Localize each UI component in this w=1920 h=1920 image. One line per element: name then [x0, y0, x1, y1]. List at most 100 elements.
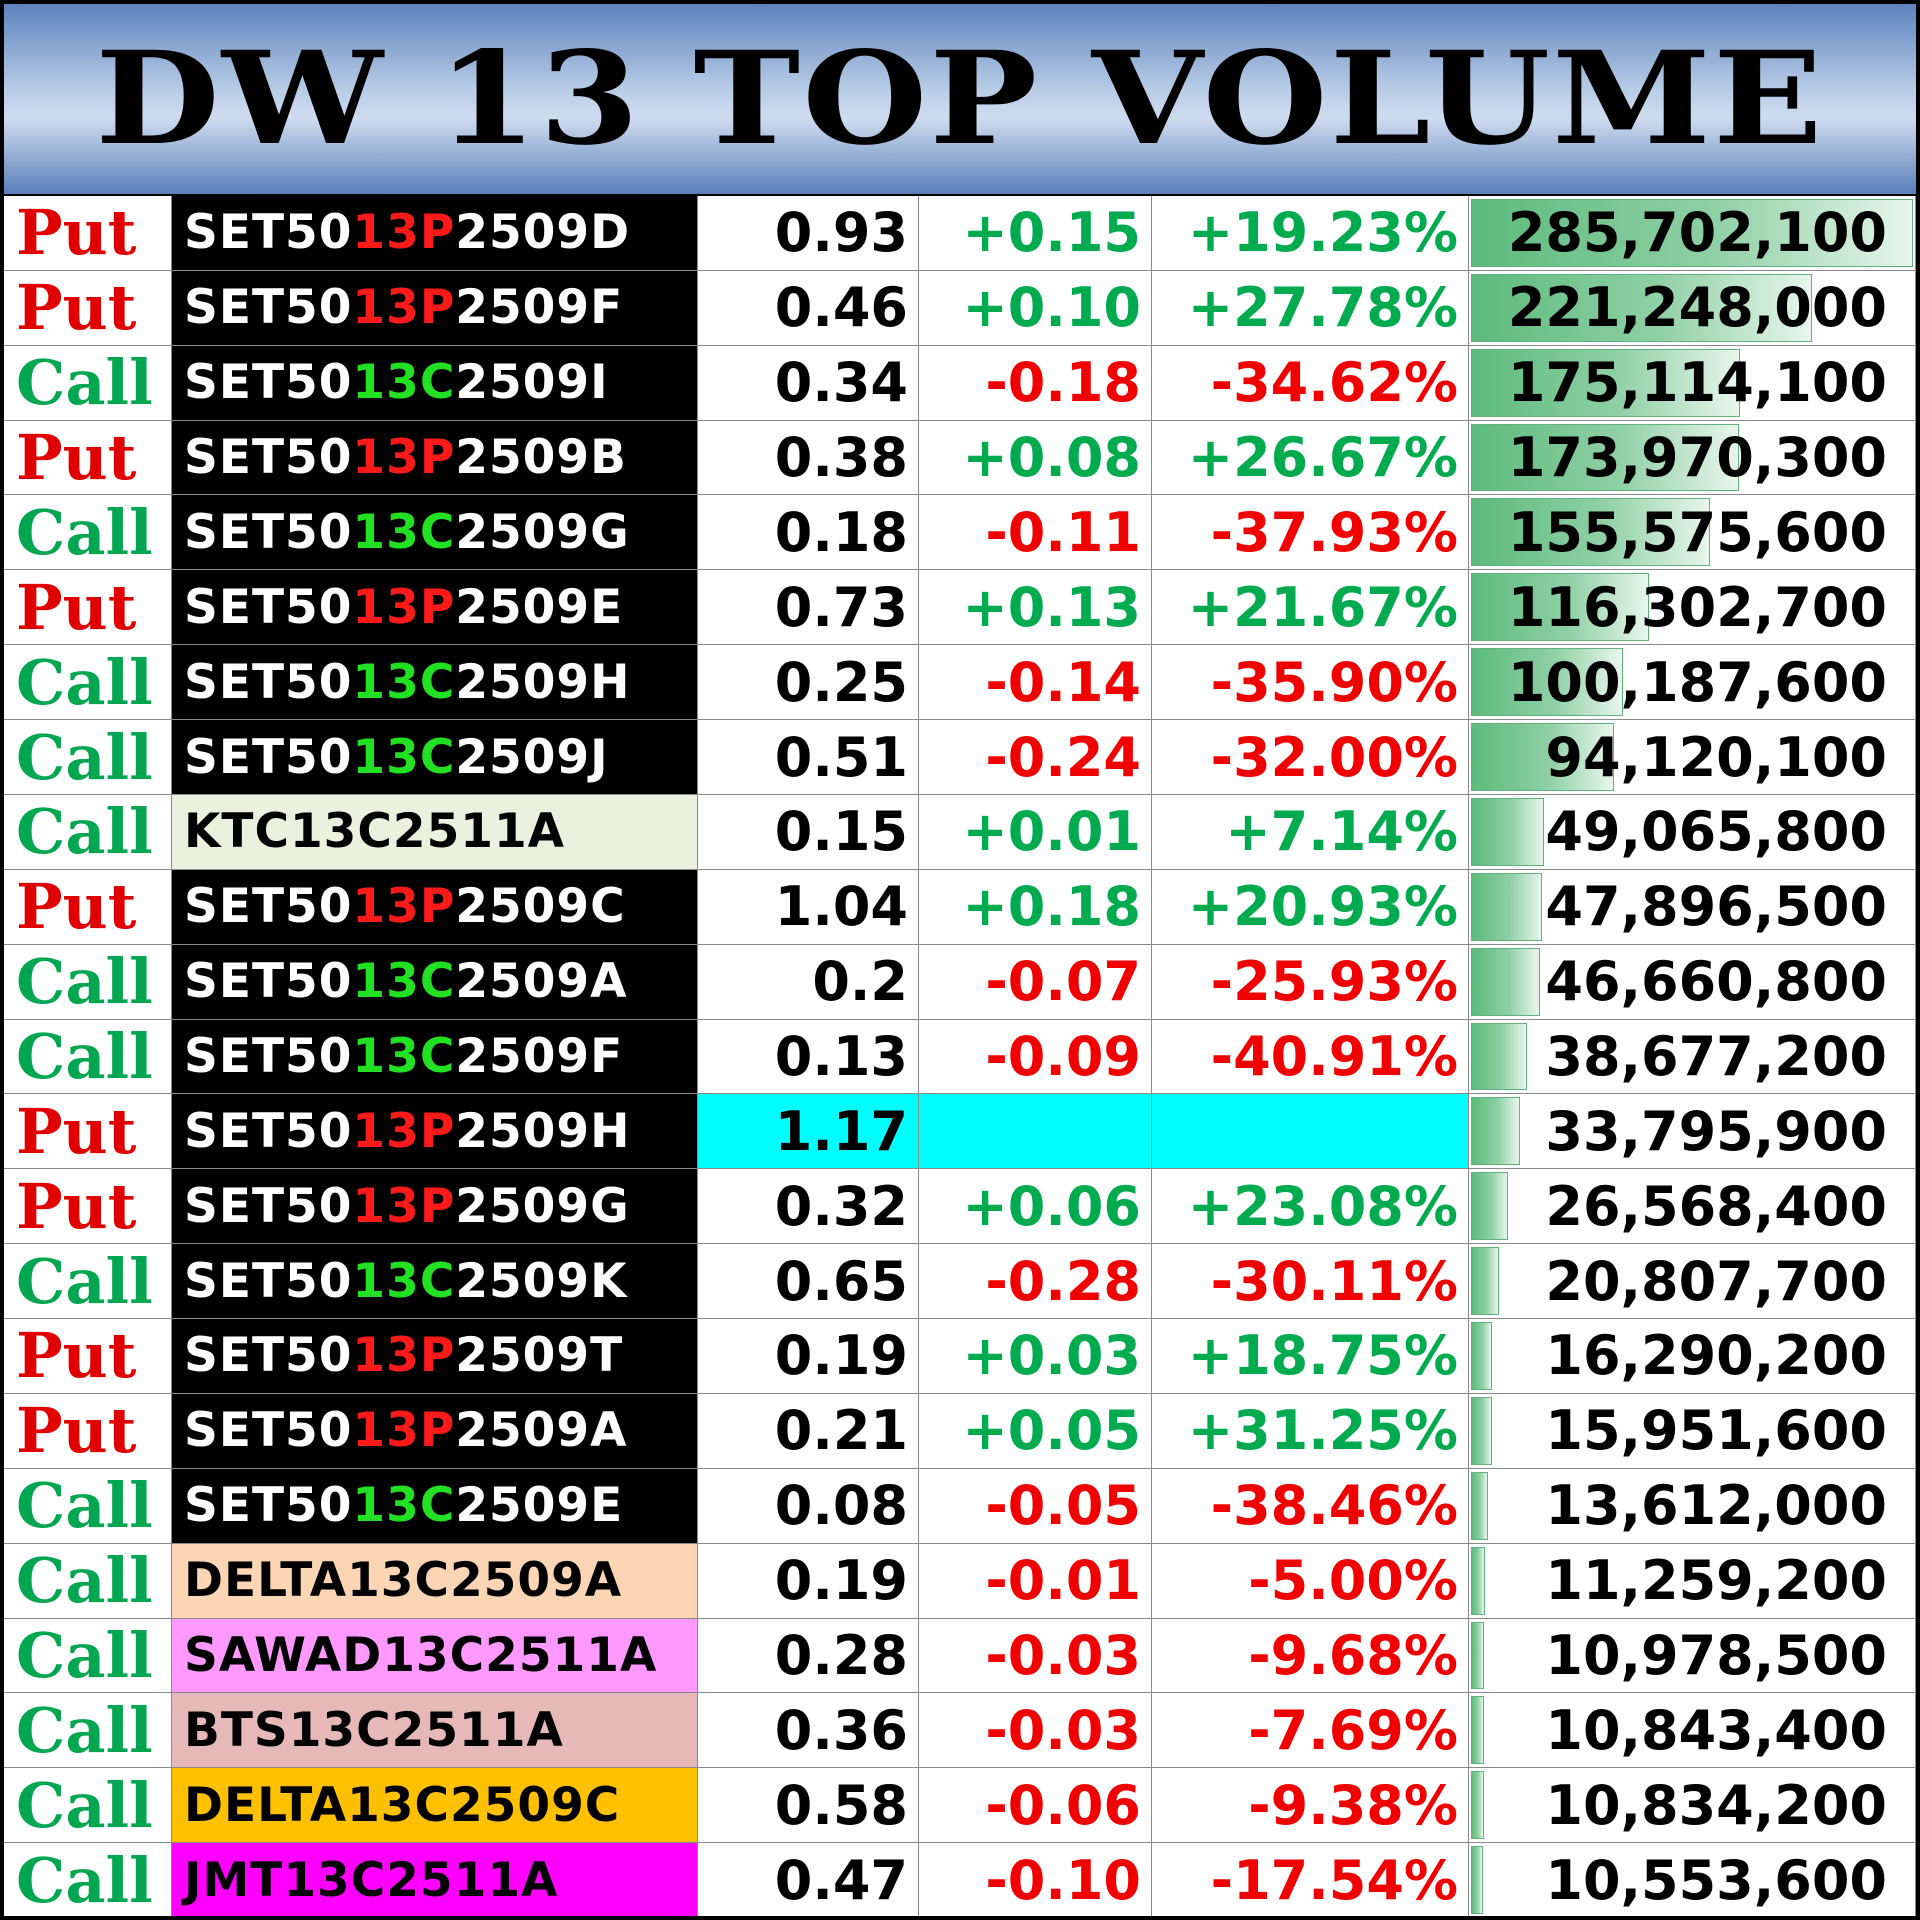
warrant-name[interactable]: SET50 13P 2509E — [172, 570, 698, 646]
put-label: Put — [4, 1169, 172, 1245]
call-label: Call — [4, 720, 172, 795]
call-label: Call — [4, 495, 172, 571]
warrant-expiry-code: 2509E — [455, 1478, 624, 1534]
warrant-name[interactable]: SET50 13P 2509C — [172, 869, 698, 945]
volume-cell: 15,951,600 — [1469, 1393, 1916, 1469]
call-label: Call — [4, 1468, 172, 1544]
percent-change: -32.00% — [1152, 720, 1469, 795]
warrant-underlying: SET50 — [184, 1178, 353, 1234]
price-change: -0.07 — [919, 944, 1152, 1020]
volume-data-bar — [1471, 498, 1710, 567]
warrant-name[interactable]: SET50 13P 2509A — [172, 1393, 698, 1469]
volume-data-bar — [1471, 723, 1614, 791]
warrant-name[interactable]: SET50 13C 2509J — [172, 720, 698, 795]
warrant-name[interactable]: SET50 13C 2509F — [172, 1019, 698, 1095]
warrant-series-code: 13C — [352, 355, 456, 411]
volume-value: 221,248,000 — [1507, 276, 1887, 340]
warrant-expiry-code: 2509J — [455, 729, 609, 785]
volume-cell: 155,575,600 — [1469, 495, 1916, 571]
volume-cell: 10,843,400 — [1469, 1693, 1916, 1769]
volume-data-bar — [1471, 648, 1624, 717]
volume-value: 10,553,600 — [1545, 1848, 1887, 1912]
last-price: 0.47 — [698, 1843, 919, 1916]
volume-cell: 10,834,200 — [1469, 1768, 1916, 1844]
percent-change: +26.67% — [1152, 420, 1469, 496]
warrant-series-code: 13P — [352, 1178, 456, 1234]
warrant-name[interactable]: SET50 13C 2509K — [172, 1244, 698, 1320]
volume-data-bar — [1471, 797, 1544, 866]
price-change: +0.13 — [919, 570, 1152, 646]
warrant-name[interactable]: KTC13C2511A — [172, 794, 698, 870]
warrant-series-code: 13C — [352, 729, 456, 785]
volume-value: 20,807,700 — [1545, 1249, 1887, 1313]
warrant-underlying: SET50 — [184, 504, 353, 560]
price-change — [919, 1094, 1152, 1170]
warrant-series-code: 13C — [352, 1028, 456, 1084]
volume-value: 173,970,300 — [1507, 426, 1887, 490]
volume-cell: 26,568,400 — [1469, 1169, 1916, 1245]
warrant-name[interactable]: SET50 13P 2509T — [172, 1319, 698, 1394]
put-label: Put — [4, 196, 172, 271]
price-change: -0.03 — [919, 1693, 1152, 1769]
percent-change: -30.11% — [1152, 1244, 1469, 1320]
put-label: Put — [4, 1094, 172, 1170]
call-label: Call — [4, 1019, 172, 1095]
percent-change: +20.93% — [1152, 869, 1469, 945]
warrant-series-code: 13P — [352, 205, 456, 261]
warrant-name[interactable]: SET50 13P 2509H — [172, 1094, 698, 1170]
price-change: +0.15 — [919, 196, 1152, 271]
volume-cell: 16,290,200 — [1469, 1319, 1916, 1394]
price-change: -0.09 — [919, 1019, 1152, 1095]
volume-value: 13,612,000 — [1545, 1474, 1887, 1538]
percent-change: +27.78% — [1152, 270, 1469, 346]
volume-data-bar — [1471, 1846, 1484, 1914]
put-label: Put — [4, 270, 172, 346]
volume-value: 47,896,500 — [1545, 875, 1887, 939]
volume-data-bar — [1471, 1696, 1484, 1765]
warrant-series-code: 13C — [352, 1478, 456, 1534]
call-label: Call — [4, 1768, 172, 1844]
volume-value: 15,951,600 — [1545, 1399, 1887, 1463]
warrant-name-text: JMT13C2511A — [184, 1852, 559, 1908]
warrant-series-code: 13P — [352, 280, 456, 336]
last-price: 0.93 — [698, 196, 919, 271]
call-label: Call — [4, 944, 172, 1020]
price-change: -0.05 — [919, 1468, 1152, 1544]
warrant-name[interactable]: SET50 13P 2509D — [172, 196, 698, 271]
warrant-name[interactable]: SET50 13C 2509I — [172, 345, 698, 421]
last-price: 1.17 — [698, 1094, 919, 1170]
warrant-name[interactable]: DELTA13C2509C — [172, 1768, 698, 1844]
price-change: +0.03 — [919, 1319, 1152, 1394]
volume-cell: 173,970,300 — [1469, 420, 1916, 496]
warrant-underlying: SET50 — [184, 430, 353, 486]
warrant-name[interactable]: SAWAD13C2511A — [172, 1618, 698, 1694]
volume-value: 10,843,400 — [1545, 1698, 1887, 1762]
warrant-name[interactable]: SET50 13C 2509G — [172, 495, 698, 571]
volume-cell: 13,612,000 — [1469, 1468, 1916, 1544]
warrant-name[interactable]: SET50 13P 2509G — [172, 1169, 698, 1245]
warrant-name[interactable]: SET50 13C 2509E — [172, 1468, 698, 1544]
warrant-name[interactable]: JMT13C2511A — [172, 1843, 698, 1916]
warrant-underlying: SET50 — [184, 1328, 353, 1384]
price-change: -0.03 — [919, 1618, 1152, 1694]
warrant-name[interactable]: SET50 13C 2509A — [172, 944, 698, 1020]
warrant-name-text: BTS13C2511A — [184, 1702, 564, 1758]
volume-value: 100,187,600 — [1507, 650, 1887, 714]
warrant-name[interactable]: BTS13C2511A — [172, 1693, 698, 1769]
warrant-underlying: SET50 — [184, 954, 353, 1010]
warrant-name[interactable]: SET50 13P 2509B — [172, 420, 698, 496]
percent-change: +31.25% — [1152, 1393, 1469, 1469]
warrant-name[interactable]: SET50 13P 2509F — [172, 270, 698, 346]
call-label: Call — [4, 1693, 172, 1769]
warrant-name[interactable]: DELTA13C2509A — [172, 1543, 698, 1619]
last-price: 0.2 — [698, 944, 919, 1020]
warrant-name[interactable]: SET50 13C 2509H — [172, 645, 698, 721]
volume-cell: 20,807,700 — [1469, 1244, 1916, 1320]
warrant-name-text: DELTA13C2509C — [184, 1777, 621, 1833]
warrant-expiry-code: 2509C — [455, 879, 626, 935]
price-change: -0.14 — [919, 645, 1152, 721]
percent-change: -9.38% — [1152, 1768, 1469, 1844]
volume-cell: 175,114,100 — [1469, 345, 1916, 421]
last-price: 0.15 — [698, 794, 919, 870]
percent-change: +18.75% — [1152, 1319, 1469, 1394]
